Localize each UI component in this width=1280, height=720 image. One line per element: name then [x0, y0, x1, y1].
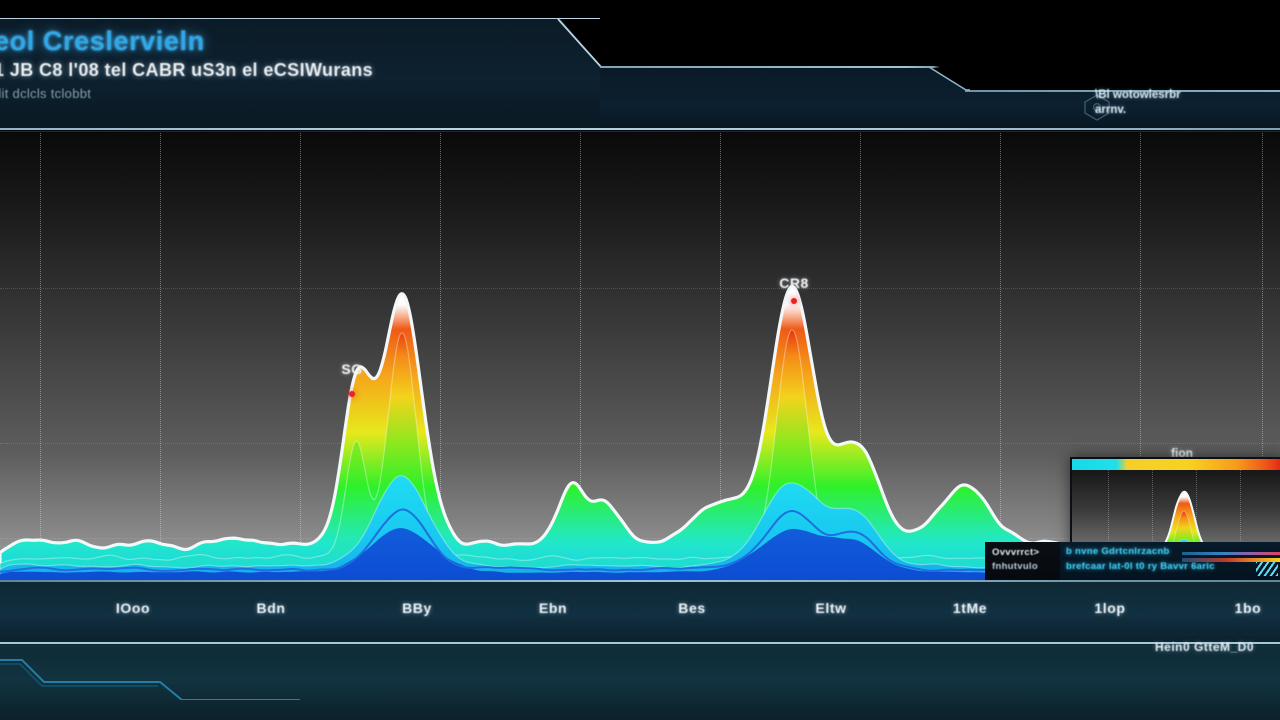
- inset-gridline: [1240, 470, 1241, 569]
- horizontal-gridline: [0, 443, 1280, 444]
- footer-bar: [0, 642, 1280, 720]
- legend-right-line1: b nvne Gdrtcnlrzacnb: [1066, 546, 1170, 557]
- vertical-gridline: [300, 133, 301, 580]
- legend-right-panel: b nvne Gdrtcnlrzacnb brefcaar lat-0l t0 …: [1060, 542, 1280, 580]
- header-secondary-topline-right: [965, 90, 1280, 92]
- header-underline2: [0, 131, 1280, 132]
- inset-colorbar: [1072, 459, 1280, 470]
- diagonal-hatch-swatch: [1256, 562, 1278, 576]
- vertical-gridline: [720, 133, 721, 580]
- header-badge-line2: arrnv.: [1095, 104, 1127, 116]
- hexagon-node-icon: [1084, 94, 1110, 121]
- peak-label: CR8: [779, 275, 809, 291]
- footer-status: Hein0 GtteM_D0: [1155, 640, 1255, 654]
- x-axis-topline: [0, 580, 1280, 582]
- peak-marker-dot[interactable]: [349, 391, 355, 397]
- x-axis-tick-label: Eltw: [815, 600, 847, 616]
- peak-label: SG: [341, 361, 363, 377]
- page-subtitle: 1 JB C8 l'08 tel CABR uS3n el eCSIWurans: [0, 60, 374, 80]
- header-badge-line1: \Bl wotowlesrbr: [1095, 89, 1181, 101]
- vertical-gridline: [580, 133, 581, 580]
- header-badge[interactable]: \Bl wotowlesrbr arrnv.: [1095, 88, 1181, 118]
- header-bar: eol Creslervieln 1 JB C8 l'08 tel CABR u…: [0, 0, 1280, 132]
- page-title: eol Creslervieln: [0, 26, 205, 56]
- x-axis-tick-label: IOoo: [115, 600, 151, 616]
- inset-gridline: [1152, 470, 1153, 569]
- spectrum-band-band-outer: [0, 286, 1280, 580]
- x-axis-bar: IOoo Bdn BBy Ebn Bes Eltw 1tMe 1lop 1bo: [0, 580, 1280, 642]
- x-axis-tick-label: 1lop: [1094, 600, 1126, 616]
- inset-gridline: [1196, 470, 1197, 569]
- legend-right-line2: brefcaar lat-0l t0 ry Bavvr 6aric: [1066, 561, 1215, 572]
- x-axis-tick-label: Bes: [678, 600, 706, 616]
- x-axis-tick-label: Ebn: [538, 600, 568, 616]
- legend-strip[interactable]: Ovvvrrct> fnhutvulo b nvne Gdrtcnlrzacnb…: [985, 542, 1280, 580]
- legend-left-line2: fnhutvulo: [992, 561, 1038, 572]
- vertical-gridline: [440, 133, 441, 580]
- vertical-gridline: [1140, 133, 1141, 580]
- legend-gradient-bar-1: [1182, 552, 1280, 555]
- inset-spectrum-band: [1072, 511, 1280, 569]
- vertical-gridline: [1262, 133, 1263, 580]
- angled-corner-accent-icon: [0, 659, 300, 700]
- vertical-gridline: [40, 133, 41, 580]
- header-title-plate: [0, 18, 600, 130]
- x-axis-tick-label: 1tMe: [952, 600, 988, 616]
- inset-title: fion: [1171, 446, 1193, 460]
- x-axis-tick-label: 1bo: [1234, 600, 1262, 616]
- inset-spectrum-band: [1072, 491, 1280, 569]
- header-secondary-topline: [600, 66, 1280, 68]
- footer-topline: [0, 642, 1280, 644]
- legend-left-line1: Ovvvrrct>: [992, 547, 1040, 558]
- header-bevel2-icon: [928, 66, 970, 91]
- header-bevel-icon: [557, 18, 614, 69]
- legend-gradient-bar-2: [1182, 558, 1280, 562]
- footer-topline2: [0, 646, 1280, 647]
- vertical-gridline: [160, 133, 161, 580]
- peak-marker-dot[interactable]: [791, 298, 797, 304]
- vertical-gridline: [860, 133, 861, 580]
- horizontal-gridline: [0, 288, 1280, 289]
- horizontal-gridline: [0, 538, 1280, 539]
- legend-left-panel: Ovvvrrct> fnhutvulo: [985, 542, 1060, 580]
- page-tertiary: dit dclcls tclobbt: [0, 86, 92, 101]
- header-plate-topline: [0, 18, 600, 131]
- vertical-gridline: [1000, 133, 1001, 580]
- inset-gridline: [1108, 470, 1109, 569]
- header-underline: [0, 128, 1280, 131]
- x-axis-tick-label: Bdn: [256, 600, 286, 616]
- x-axis-tick-label: BBy: [402, 600, 432, 616]
